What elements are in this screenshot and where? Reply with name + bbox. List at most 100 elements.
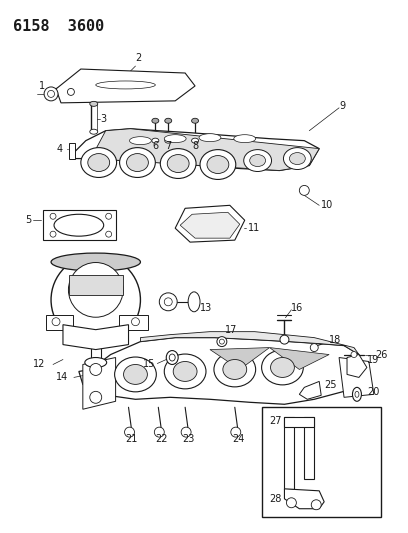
Ellipse shape xyxy=(50,231,56,237)
Polygon shape xyxy=(119,315,149,330)
Ellipse shape xyxy=(284,148,311,169)
Text: 20: 20 xyxy=(367,387,379,397)
Ellipse shape xyxy=(167,155,189,173)
Ellipse shape xyxy=(124,427,135,437)
Ellipse shape xyxy=(67,88,74,95)
Polygon shape xyxy=(69,143,75,158)
Polygon shape xyxy=(175,205,245,242)
Ellipse shape xyxy=(129,136,151,144)
Text: 12: 12 xyxy=(33,359,46,369)
Polygon shape xyxy=(299,382,321,399)
Ellipse shape xyxy=(152,118,159,123)
Ellipse shape xyxy=(164,354,206,389)
Ellipse shape xyxy=(90,391,102,403)
Text: 2: 2 xyxy=(135,53,142,63)
Ellipse shape xyxy=(192,138,199,143)
Text: 25: 25 xyxy=(324,381,337,390)
Ellipse shape xyxy=(311,500,321,510)
Ellipse shape xyxy=(48,91,55,98)
Text: 6: 6 xyxy=(152,141,158,151)
Polygon shape xyxy=(284,417,314,427)
Polygon shape xyxy=(69,275,122,295)
Polygon shape xyxy=(79,337,359,404)
Ellipse shape xyxy=(69,263,123,317)
Text: 16: 16 xyxy=(291,303,304,313)
Ellipse shape xyxy=(152,138,159,143)
Polygon shape xyxy=(91,129,319,171)
Ellipse shape xyxy=(85,358,106,367)
Ellipse shape xyxy=(90,129,98,134)
Text: 1: 1 xyxy=(39,81,45,91)
Ellipse shape xyxy=(169,354,175,361)
Ellipse shape xyxy=(250,155,266,166)
Ellipse shape xyxy=(120,148,155,177)
Text: 17: 17 xyxy=(225,325,237,335)
Ellipse shape xyxy=(188,292,200,312)
Ellipse shape xyxy=(52,318,60,326)
Ellipse shape xyxy=(223,360,247,379)
Ellipse shape xyxy=(231,427,241,437)
Ellipse shape xyxy=(214,352,256,387)
Polygon shape xyxy=(270,348,329,369)
Polygon shape xyxy=(140,332,359,354)
Text: 8: 8 xyxy=(192,141,198,151)
Text: 11: 11 xyxy=(248,223,260,233)
Text: 26: 26 xyxy=(375,350,387,360)
Text: 23: 23 xyxy=(182,434,195,444)
Text: 14: 14 xyxy=(56,373,68,382)
Ellipse shape xyxy=(280,335,289,344)
Text: 24: 24 xyxy=(232,434,244,444)
Polygon shape xyxy=(63,325,129,350)
Ellipse shape xyxy=(164,135,186,143)
Ellipse shape xyxy=(289,152,305,165)
Ellipse shape xyxy=(90,364,102,375)
Text: 15: 15 xyxy=(143,359,155,369)
Ellipse shape xyxy=(173,361,197,382)
Ellipse shape xyxy=(299,185,309,196)
Ellipse shape xyxy=(207,156,229,173)
Polygon shape xyxy=(71,129,319,171)
Text: 28: 28 xyxy=(270,494,282,504)
Ellipse shape xyxy=(90,101,98,107)
Text: 22: 22 xyxy=(155,434,168,444)
Ellipse shape xyxy=(126,154,149,172)
Ellipse shape xyxy=(44,87,58,101)
Text: 5: 5 xyxy=(25,215,31,225)
Ellipse shape xyxy=(159,293,177,311)
Ellipse shape xyxy=(310,344,318,352)
Ellipse shape xyxy=(348,361,360,374)
Ellipse shape xyxy=(124,365,147,384)
Ellipse shape xyxy=(271,358,295,377)
Polygon shape xyxy=(83,358,115,409)
Ellipse shape xyxy=(96,81,155,89)
Ellipse shape xyxy=(106,231,112,237)
Ellipse shape xyxy=(131,318,140,326)
Ellipse shape xyxy=(220,339,224,344)
Ellipse shape xyxy=(286,498,296,508)
Ellipse shape xyxy=(244,150,272,172)
Polygon shape xyxy=(304,417,314,479)
Text: 3: 3 xyxy=(101,114,107,124)
Polygon shape xyxy=(284,489,324,508)
Ellipse shape xyxy=(115,357,156,392)
Polygon shape xyxy=(46,315,73,330)
Ellipse shape xyxy=(353,387,361,401)
Ellipse shape xyxy=(81,148,117,177)
Ellipse shape xyxy=(351,352,357,358)
Ellipse shape xyxy=(217,337,227,346)
Ellipse shape xyxy=(192,118,199,123)
Ellipse shape xyxy=(164,298,172,306)
Polygon shape xyxy=(56,69,195,103)
Ellipse shape xyxy=(262,350,303,385)
Text: 13: 13 xyxy=(200,303,212,313)
Text: 4: 4 xyxy=(57,143,63,154)
Ellipse shape xyxy=(199,134,221,142)
Polygon shape xyxy=(210,348,270,369)
Ellipse shape xyxy=(154,427,164,437)
Text: 21: 21 xyxy=(126,434,138,444)
Ellipse shape xyxy=(166,351,178,365)
Polygon shape xyxy=(347,354,367,377)
Ellipse shape xyxy=(200,150,236,180)
Polygon shape xyxy=(284,417,295,489)
Ellipse shape xyxy=(165,118,172,123)
